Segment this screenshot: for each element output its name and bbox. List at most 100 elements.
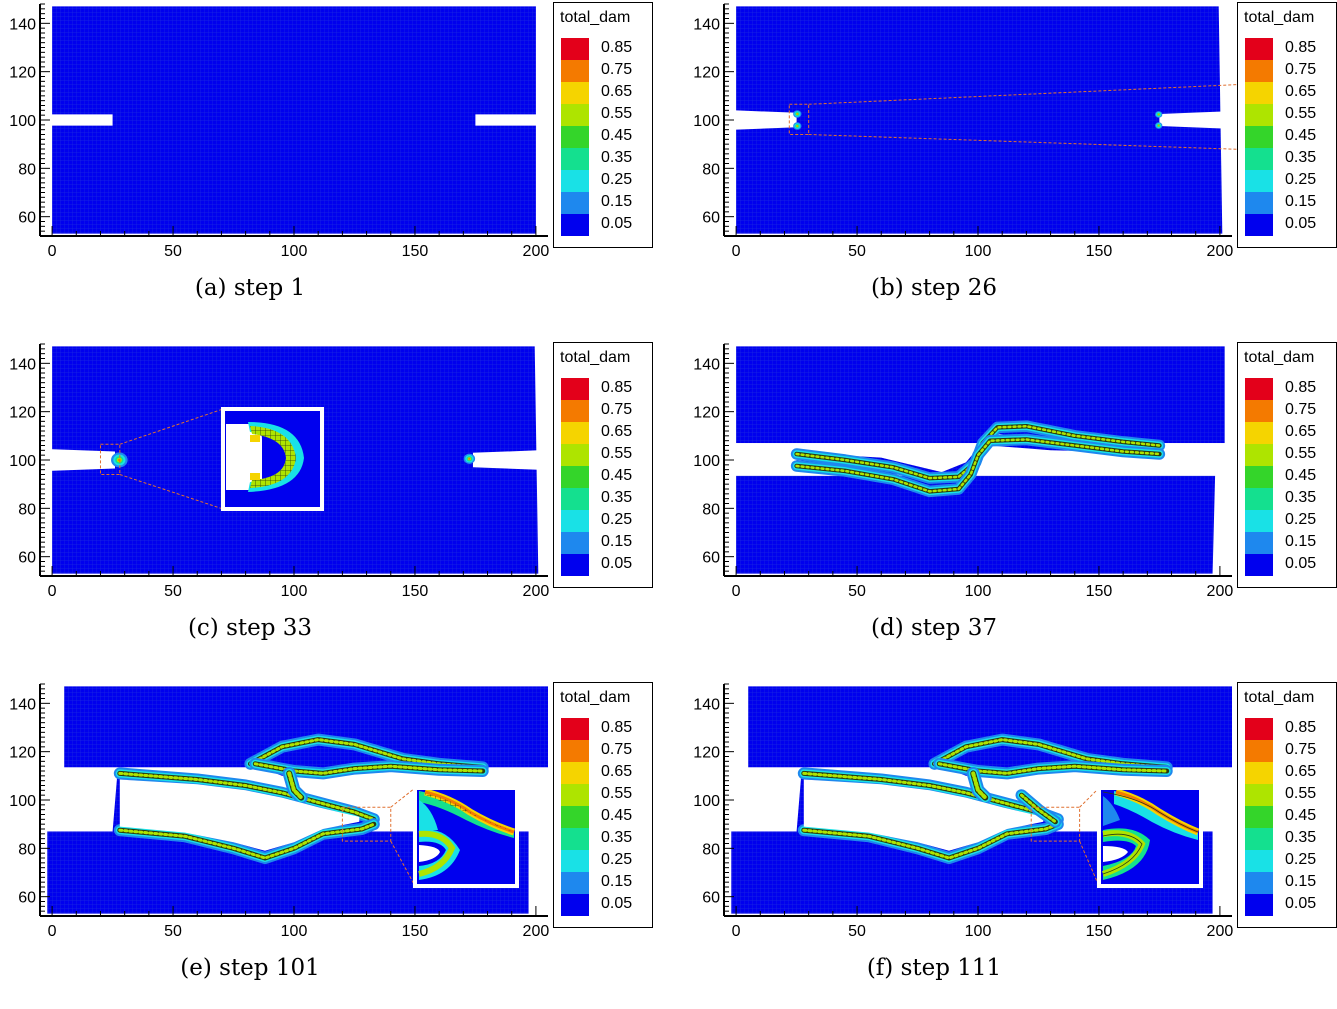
legend-title: total_dam	[560, 689, 631, 706]
crack-elements	[802, 822, 1060, 860]
y-tick-label: 140	[9, 356, 36, 373]
legend-f: total_dam 0.85 0.75 0.65 0.55 0.45 0.35 0.25 0.1…	[1237, 682, 1337, 928]
legend-item: 0.65	[561, 422, 651, 444]
legend-item: 0.75	[1245, 740, 1335, 762]
legend-label: 0.05	[601, 895, 633, 912]
legend-item: 0.65	[561, 82, 651, 104]
legend-item: 0.55	[1245, 444, 1335, 466]
x-tick-label: 100	[965, 243, 992, 260]
legend-swatch	[561, 82, 589, 104]
x-tick-label: 100	[281, 583, 308, 600]
legend-item: 0.75	[561, 740, 651, 762]
legend-label: 0.55	[601, 445, 633, 462]
zoom-source-box	[1030, 806, 1081, 842]
caption-c: (c) step 33	[187, 615, 313, 641]
legend-item: 0.05	[1245, 214, 1335, 236]
y-tick-label: 100	[693, 113, 720, 130]
legend-item: 0.45	[1245, 126, 1335, 148]
legend-a: total_dam 0.85 0.75 0.65 0.55 0.45 0.35 0.25 0.1…	[553, 2, 653, 248]
notch-left	[49, 114, 113, 126]
y-tick-label: 80	[702, 501, 720, 518]
legend-label: 0.65	[601, 423, 633, 440]
legend-b: total_dam 0.85 0.75 0.65 0.55 0.45 0.35 0.25 0.1…	[1237, 2, 1337, 248]
legend-swatch	[561, 126, 589, 148]
legend-title: total_dam	[560, 349, 631, 366]
legend-label: 0.75	[601, 741, 633, 758]
legend-label: 0.85	[1285, 719, 1317, 736]
legend-swatch	[561, 740, 589, 762]
legend-item: 0.55	[1245, 784, 1335, 806]
legend-swatch	[561, 532, 589, 554]
legend-swatch	[1245, 740, 1273, 762]
x-tick-label: 50	[848, 243, 866, 260]
legend-label: 0.15	[601, 873, 633, 890]
legend-item: 0.85	[561, 378, 651, 400]
y-tick-label: 140	[693, 16, 720, 33]
legend-swatch	[1245, 510, 1273, 532]
legend-item: 0.05	[561, 894, 651, 916]
legend-swatch	[561, 784, 589, 806]
inset-damage-peak	[250, 473, 260, 480]
zoom-line	[119, 474, 224, 510]
x-tick-label: 200	[523, 583, 550, 600]
x-tick-label: 150	[402, 923, 429, 940]
legend-label: 0.85	[1285, 39, 1317, 56]
caption-d: (d) step 37	[871, 615, 997, 641]
y-tick-label: 100	[9, 453, 36, 470]
legend-swatch	[1245, 82, 1273, 104]
specimen-lower	[736, 475, 1216, 574]
legend-label: 0.15	[1285, 193, 1317, 210]
legend-swatch	[1245, 378, 1273, 400]
legend-label: 0.45	[601, 127, 633, 144]
panel-f: 60 80 100 120 140 0 50 100 150 200 total_dam 0.85 0…	[684, 680, 1337, 1009]
legend-swatch	[1245, 148, 1273, 170]
legend-label: 0.05	[1285, 555, 1317, 572]
legend-c: total_dam 0.85 0.75 0.65 0.55 0.45 0.35 0.25 0.1…	[553, 342, 653, 588]
legend-label: 0.05	[1285, 895, 1317, 912]
legend-swatch	[561, 510, 589, 532]
legend-label: 0.35	[1285, 829, 1317, 846]
damage-zone	[468, 457, 471, 460]
legend-swatch	[1245, 554, 1273, 576]
x-tick-label: 0	[48, 923, 57, 940]
plot-f: 60 80 100 120 140 0 50 100 150 200	[693, 683, 1235, 940]
zoom-line	[119, 408, 224, 445]
legend-swatch	[561, 422, 589, 444]
legend-swatch	[1245, 828, 1273, 850]
legend-label: 0.25	[601, 171, 633, 188]
damage-zone	[796, 113, 798, 115]
legend-item: 0.25	[1245, 850, 1335, 872]
zoom-line	[390, 787, 416, 808]
x-tick-label: 150	[1086, 583, 1113, 600]
legend-item: 0.75	[561, 60, 651, 82]
notch-right	[1159, 111, 1223, 129]
legend-item: 0.85	[1245, 718, 1335, 740]
legend-label: 0.25	[601, 511, 633, 528]
caption-f: (f) step 111	[866, 955, 1002, 981]
legend-item: 0.75	[1245, 400, 1335, 422]
legend-item: 0.05	[561, 214, 651, 236]
y-tick-label: 140	[9, 16, 36, 33]
legend-swatch	[1245, 60, 1273, 82]
y-tick-label: 120	[9, 745, 36, 762]
panel-c: 60 80 100 120 140 0 50 100 150 200 total_dam 0.85 0…	[0, 340, 668, 669]
legend-label: 0.55	[601, 785, 633, 802]
legend-item: 0.55	[1245, 104, 1335, 126]
legend-e: total_dam 0.85 0.75 0.65 0.55 0.45 0.35 0.25 0.1…	[553, 682, 653, 928]
x-tick-label: 200	[523, 243, 550, 260]
specimen-body	[52, 6, 536, 234]
legend-label: 0.05	[601, 215, 633, 232]
legend-label: 0.65	[1285, 763, 1317, 780]
legend-item: 0.35	[561, 148, 651, 170]
legend-swatch	[1245, 104, 1273, 126]
legend-swatch	[1245, 850, 1273, 872]
legend-item: 0.15	[561, 872, 651, 894]
legend-label: 0.25	[601, 851, 633, 868]
y-tick-label: 60	[18, 550, 36, 567]
x-tick-label: 0	[732, 583, 741, 600]
plot-b: 60 80 100 120 140 0 50 100 150 200	[693, 3, 1337, 260]
legend-swatch	[1245, 872, 1273, 894]
legend-label: 0.35	[1285, 489, 1317, 506]
legend-swatch	[1245, 532, 1273, 554]
x-tick-label: 200	[523, 923, 550, 940]
